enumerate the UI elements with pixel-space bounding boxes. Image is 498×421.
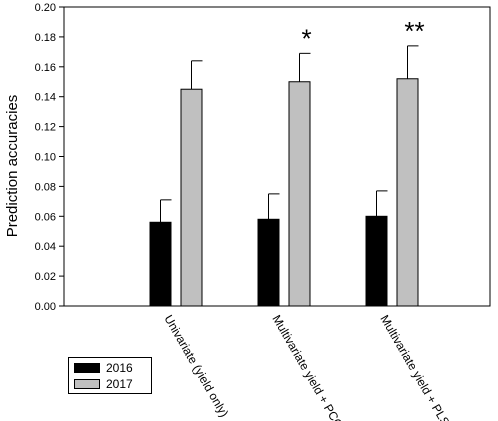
y-tick-label: 0.06 [35,211,56,223]
bar-2016 [149,221,172,307]
x-category-label: Univariate (yield only) [161,313,231,420]
legend-label-2017: 2017 [106,377,133,391]
x-category-label: Multivariate yield + PCO [269,313,346,421]
x-category-label: Multivariate yield + PLS [377,313,452,421]
legend-entry-2017: 2017 [74,377,133,391]
significance-annotation: ** [404,16,424,46]
y-tick-label: 0.18 [35,32,56,44]
legend-swatch-2016 [74,363,100,373]
y-axis: 0.00 0.02 0.04 0.06 0.08 0.10 0.12 0.14 0.16 0.18… [35,2,64,313]
legend-entry-2016: 2016 [74,361,133,375]
y-tick-label: 0.02 [35,271,56,283]
error-bars-group [160,45,419,223]
y-tick-label: 0.04 [35,241,56,253]
y-tick-label: 0.12 [35,122,56,134]
bars-group [149,78,419,307]
y-tick-label: 0.08 [35,181,56,193]
x-axis-labels: Univariate (yield only) Multivariate yiel… [161,313,452,421]
significance-annotation: * [301,23,311,53]
annotations-group: * ** [301,16,424,53]
legend-label-2016: 2016 [106,361,133,375]
legend: 2016 2017 [68,357,152,394]
bar-2017 [288,81,311,307]
y-tick-label: 0.20 [35,2,56,14]
y-tick-label: 0.16 [35,62,56,74]
bar-2017 [396,78,419,307]
y-tick-label: 0.14 [35,92,56,104]
y-tick-label: 0.10 [35,152,56,164]
bar-2016 [257,218,280,307]
y-tick-label: 0.00 [35,301,56,313]
bar-2017 [180,88,203,307]
y-axis-label: Prediction accuracies [4,95,21,238]
bar-2016 [365,215,388,307]
legend-swatch-2017 [74,379,100,389]
